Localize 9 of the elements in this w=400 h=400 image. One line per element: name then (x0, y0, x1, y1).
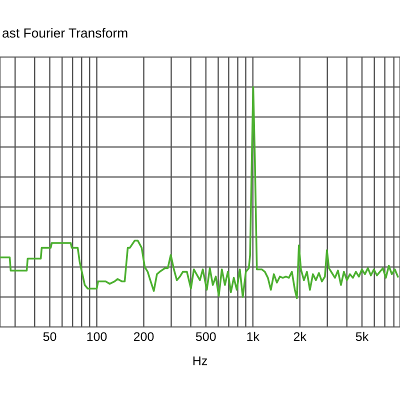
x-tick-label: 2k (294, 332, 306, 341)
chart-title: ast Fourier Transform (2, 28, 128, 38)
x-tick-label: 1k (247, 332, 260, 341)
x-tick-label: 5k (356, 332, 369, 342)
x-tick-label: 500 (196, 332, 216, 342)
x-tick-label: 50 (43, 332, 56, 342)
x-tick-label: 200 (134, 332, 154, 342)
x-axis-title: Hz (193, 356, 208, 366)
x-tick-label: 100 (87, 332, 107, 342)
